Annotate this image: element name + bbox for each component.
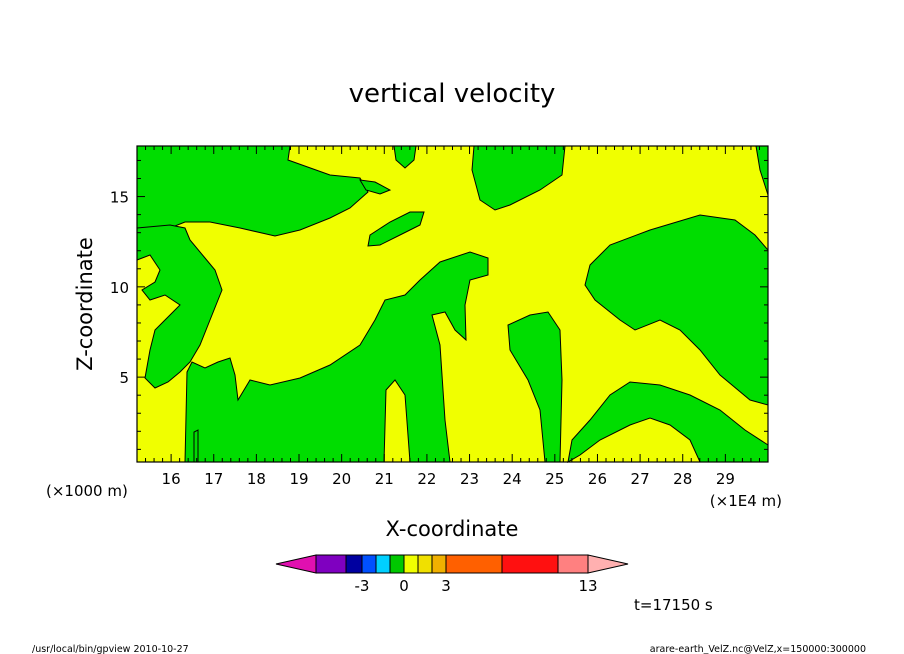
colorbar-tick-label: -3 [355, 577, 370, 595]
footer-right: arare-earth_VelZ.nc@VelZ,x=150000:300000 [650, 644, 866, 654]
x-tick-label: 25 [545, 470, 564, 488]
contour-region [471, 145, 566, 211]
x-tick-label: 26 [588, 470, 607, 488]
y-axis-ticks: 5 10 15 [110, 159, 768, 450]
y-tick-label: 5 [119, 369, 129, 387]
x-tick-label: 19 [289, 470, 308, 488]
colorbar-cell [431, 554, 447, 574]
negative-regions [136, 145, 769, 463]
contour-region [584, 214, 769, 406]
x-units-label: (×1E4 m) [710, 492, 782, 510]
chart-title: vertical velocity [349, 79, 556, 109]
colorbar-tick-label: 13 [578, 577, 597, 595]
x-tick-label: 29 [716, 470, 735, 488]
colorbar-tick-label: 3 [441, 577, 451, 595]
x-tick-label: 27 [631, 470, 650, 488]
colorbar-cell [501, 554, 559, 574]
x-axis-label: X-coordinate [386, 517, 519, 541]
colorbar-cell [345, 554, 363, 574]
contour-region [367, 211, 425, 247]
plot-area [136, 145, 769, 463]
colorbar: -3 0 3 13 [275, 554, 629, 595]
contour-region [136, 224, 223, 389]
footer-left: /usr/local/bin/gpview 2010-10-27 [32, 644, 189, 654]
colorbar-cell [361, 554, 377, 574]
colorbar-cell [445, 554, 503, 574]
colorbar-cell [557, 554, 589, 574]
colorbar-cell [403, 554, 419, 574]
contour-region [193, 429, 199, 463]
x-tick-label: 24 [503, 470, 522, 488]
x-tick-label: 28 [673, 470, 692, 488]
x-tick-label: 16 [162, 470, 181, 488]
colorbar-cell [417, 554, 433, 574]
x-tick-label: 21 [375, 470, 394, 488]
contour-region [136, 145, 369, 237]
y-tick-label: 15 [110, 189, 129, 207]
x-tick-label: 22 [417, 470, 436, 488]
colorbar-cell [389, 554, 405, 574]
x-axis-ticks: 16 17 18 19 20 21 22 23 24 25 26 27 28 29 [136, 146, 760, 488]
x-tick-label: 18 [247, 470, 266, 488]
contour-region [359, 179, 392, 195]
y-units-label: (×1000 m) [46, 482, 128, 500]
colorbar-cell [375, 554, 391, 574]
time-label: t=17150 s [634, 596, 713, 614]
y-axis-label: Z-coordinate [73, 237, 97, 371]
colorbar-upper-arrow [587, 554, 629, 574]
x-tick-label: 23 [460, 470, 479, 488]
x-tick-label: 20 [332, 470, 351, 488]
colorbar-tick-label: 0 [399, 577, 409, 595]
colorbar-cell [315, 554, 347, 574]
y-tick-label: 10 [110, 279, 129, 297]
colorbar-lower-arrow [275, 554, 317, 574]
x-tick-label: 17 [204, 470, 223, 488]
